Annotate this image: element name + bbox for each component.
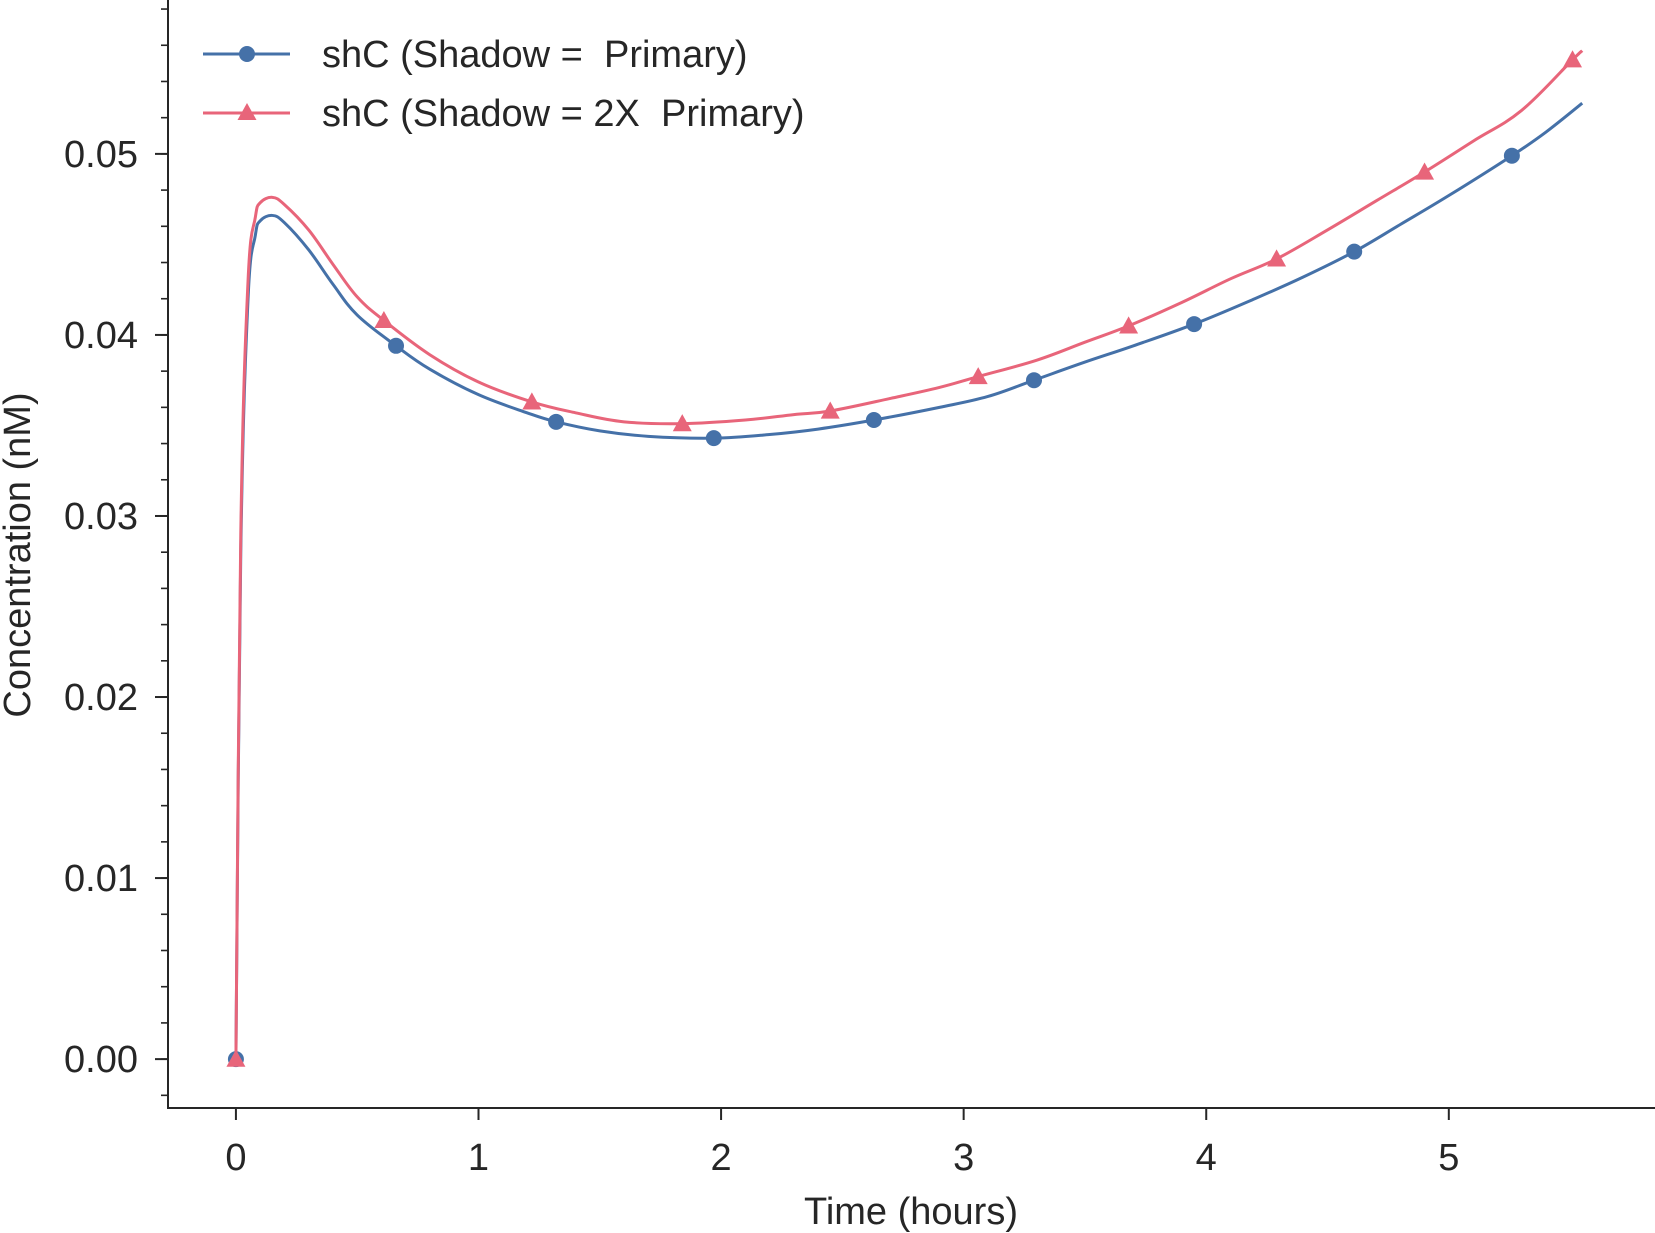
y-tick-label-5: 0.05 [64, 134, 138, 176]
x-tick-label-1: 1 [468, 1137, 489, 1179]
legend: shC (Shadow = Primary) shC (Shadow = 2X … [203, 34, 805, 135]
series-0-point-8 [1503, 147, 1520, 164]
x-tick-label-2: 2 [711, 1137, 732, 1179]
series-0-point-3 [705, 430, 722, 447]
y-tick-label-1: 0.01 [64, 858, 138, 900]
series-1-point-0 [226, 1049, 246, 1067]
legend-entry-0: shC (Shadow = Primary) [203, 34, 748, 76]
y-tick-label-0: 0.00 [64, 1039, 138, 1081]
y-axis-label: Concentration (nM) [0, 392, 39, 717]
legend-label-1: shC (Shadow = 2X Primary) [322, 93, 805, 135]
x-axis-label: Time (hours) [804, 1191, 1018, 1233]
x-tick-label-5: 5 [1438, 1137, 1459, 1179]
series-1-point-9 [1563, 50, 1583, 68]
y-tick-label-3: 0.03 [64, 496, 138, 538]
x-tick-label-4: 4 [1196, 1137, 1217, 1179]
series-1-point-6 [1119, 316, 1139, 334]
series-0-point-6 [1186, 316, 1203, 333]
series-1 [226, 49, 1584, 1067]
series-layer [226, 49, 1584, 1068]
series-1-point-2 [522, 392, 542, 410]
series-1-point-4 [820, 401, 840, 419]
legend-entry-1: shC (Shadow = 2X Primary) [203, 93, 805, 135]
series-1-point-5 [968, 367, 988, 385]
series-0-point-4 [865, 412, 882, 429]
y-tick-label-4: 0.04 [64, 315, 138, 357]
series-1-point-3 [672, 414, 692, 432]
series-0-point-5 [1026, 372, 1043, 389]
y-ticks: 0.00 0.01 0.02 0.03 0.04 0.05 [64, 134, 168, 1081]
legend-marker-triangle-icon [237, 103, 257, 120]
series-line-0 [234, 102, 1584, 1060]
series-line-1 [234, 49, 1584, 1060]
x-tick-label-0: 0 [225, 1137, 246, 1179]
x-tick-label-3: 3 [953, 1137, 974, 1179]
y-minor-ticks [161, 8, 168, 1097]
axes [167, 0, 1655, 1109]
series-1-point-7 [1267, 249, 1287, 267]
series-1-point-8 [1415, 162, 1435, 180]
legend-marker-circle-icon [239, 46, 255, 62]
series-0-point-2 [548, 413, 565, 430]
y-tick-label-2: 0.02 [64, 677, 138, 719]
series-0-point-7 [1346, 243, 1363, 260]
x-ticks: 0 1 2 3 4 5 [225, 1108, 1459, 1179]
series-0-point-1 [388, 337, 405, 354]
series-1-point-1 [374, 310, 394, 329]
legend-label-0: shC (Shadow = Primary) [322, 34, 748, 76]
series-0 [227, 102, 1584, 1068]
